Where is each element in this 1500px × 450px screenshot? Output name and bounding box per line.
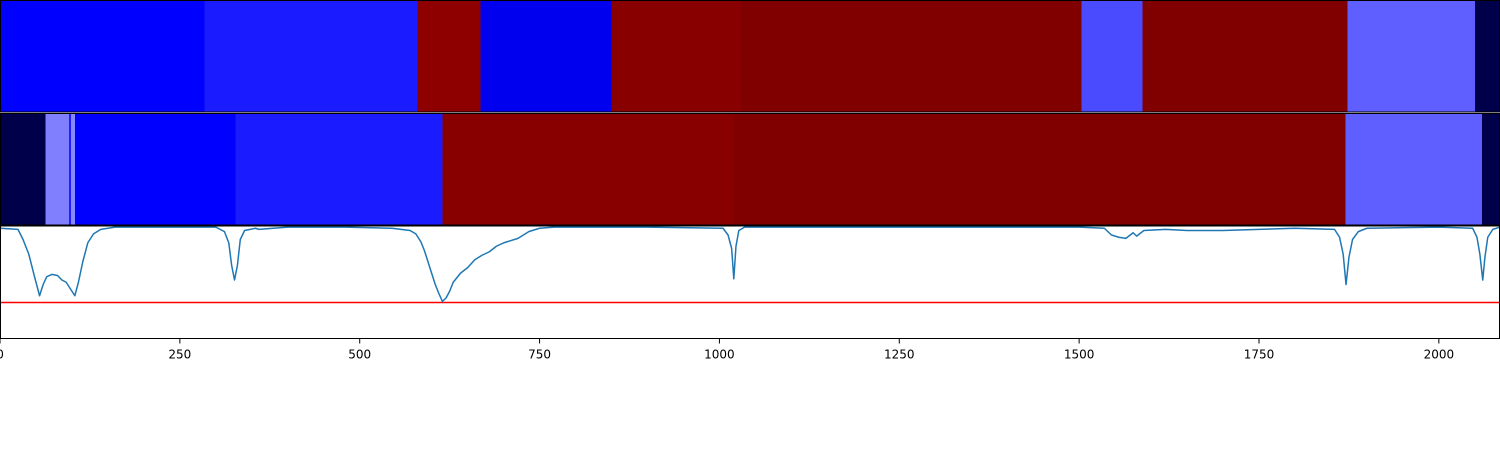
track-2-segment: [71, 113, 75, 226]
track-2-segment: [733, 113, 1346, 226]
signal-line: [0, 226, 1500, 303]
track-2-segment: [0, 113, 46, 226]
track-2: [0, 113, 1500, 226]
track-1-segment: [480, 0, 612, 113]
track-2-segment: [74, 113, 236, 226]
track-2-segment: [1482, 113, 1500, 226]
x-tick-label: 1500: [1064, 348, 1095, 362]
track-1-segment: [1474, 0, 1500, 113]
track-2-segment: [69, 113, 72, 226]
x-tick-label: 500: [348, 348, 371, 362]
track-1-segment: [417, 0, 481, 113]
x-tick-label: 250: [168, 348, 191, 362]
track-1-segment: [1347, 0, 1475, 113]
x-tick-label: 1000: [704, 348, 735, 362]
x-tick-label: 750: [528, 348, 551, 362]
track-1-segment: [0, 0, 205, 113]
heatmap-tracks: [0, 0, 1500, 226]
track-2-segment: [45, 113, 70, 226]
x-tick-label: 1750: [1244, 348, 1275, 362]
track-1-segment: [741, 0, 1082, 113]
track-1-segment: [1142, 0, 1348, 113]
line-panel: [0, 225, 1500, 339]
track-1-segment: [1081, 0, 1143, 113]
track-1-segment: [204, 0, 418, 113]
line-panel-background: [0, 226, 1500, 339]
x-axis: 0 250 500 750 1000 1250 1500 1750 2000: [0, 338, 1455, 362]
track-2-segment: [235, 113, 443, 226]
track-2-segment: [442, 113, 734, 226]
track-1: [0, 0, 1500, 113]
x-tick-label: 2000: [1424, 348, 1455, 362]
x-tick-label: 1250: [884, 348, 915, 362]
track-1-segment: [611, 0, 742, 113]
x-tick-label: 0: [0, 348, 4, 362]
track-2-segment: [1345, 113, 1483, 226]
